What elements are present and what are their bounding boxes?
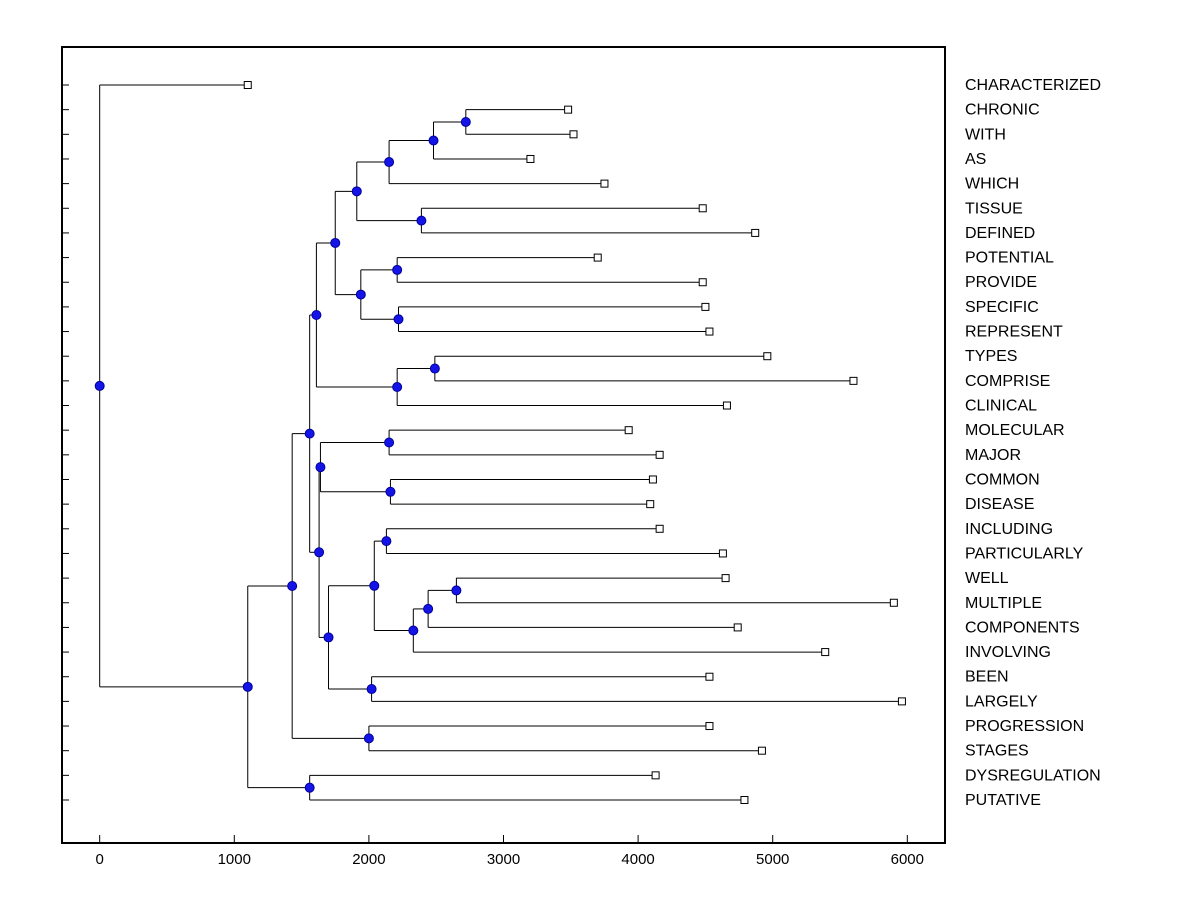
internal-node-marker xyxy=(381,536,392,547)
leaf-marker xyxy=(698,204,707,213)
leaf-label: WITH xyxy=(965,126,1006,143)
leaf-marker xyxy=(849,376,858,385)
internal-node-marker xyxy=(369,580,380,591)
leaf-marker xyxy=(889,598,898,607)
leaf-marker xyxy=(722,401,731,410)
internal-node-marker xyxy=(385,486,396,497)
internal-node-marker xyxy=(363,733,374,744)
leaf-label: CHRONIC xyxy=(965,102,1040,119)
leaf-label: COMPRISE xyxy=(965,373,1050,390)
leaf-label: DEFINED xyxy=(965,225,1035,242)
leaf-marker xyxy=(569,130,578,139)
x-tick-label: 5000 xyxy=(756,851,789,868)
internal-node-marker xyxy=(392,382,403,393)
x-tick-label: 1000 xyxy=(218,851,251,868)
internal-node-marker xyxy=(429,363,440,374)
leaf-marker xyxy=(897,697,906,706)
leaf-marker xyxy=(701,302,710,311)
leaf-marker xyxy=(705,672,714,681)
leaf-marker xyxy=(821,648,830,657)
leaf-label: COMMON xyxy=(965,471,1040,488)
internal-node-marker xyxy=(355,289,366,300)
x-tick-label: 6000 xyxy=(891,851,924,868)
internal-node-marker xyxy=(460,116,471,127)
internal-node-marker xyxy=(314,547,325,558)
leaf-marker xyxy=(721,574,730,583)
internal-node-marker xyxy=(330,237,341,248)
leaf-label: MOLECULAR xyxy=(965,422,1065,439)
internal-node-marker xyxy=(393,314,404,325)
internal-node-marker xyxy=(242,681,253,692)
axes-box xyxy=(61,46,946,844)
leaf-marker xyxy=(600,179,609,188)
internal-node-marker xyxy=(94,380,105,391)
leaf-label: PROGRESSION xyxy=(965,718,1084,735)
internal-node-marker xyxy=(408,625,419,636)
leaf-marker xyxy=(655,524,664,533)
internal-node-marker xyxy=(384,437,395,448)
x-tick-label: 0 xyxy=(96,851,104,868)
leaf-label: MULTIPLE xyxy=(965,595,1042,612)
leaf-marker xyxy=(593,253,602,262)
leaf-marker xyxy=(564,105,573,114)
internal-node-marker xyxy=(423,603,434,614)
internal-node-marker xyxy=(323,632,334,643)
leaf-label: SPECIFIC xyxy=(965,299,1039,316)
leaf-label: CHARACTERIZED xyxy=(965,77,1101,94)
leaf-marker xyxy=(757,746,766,755)
leaf-label: WELL xyxy=(965,570,1009,587)
leaf-marker xyxy=(648,475,657,484)
internal-node-marker xyxy=(392,264,403,275)
leaf-label: REPRESENT xyxy=(965,324,1063,341)
x-tick-label: 2000 xyxy=(352,851,385,868)
internal-node-marker xyxy=(311,309,322,320)
leaf-marker xyxy=(751,228,760,237)
leaf-marker xyxy=(718,549,727,558)
leaf-label: DYSREGULATION xyxy=(965,767,1101,784)
internal-node-marker xyxy=(384,157,395,168)
leaf-marker xyxy=(243,81,252,89)
internal-node-marker xyxy=(428,135,439,146)
x-tick-label: 3000 xyxy=(487,851,520,868)
leaf-marker xyxy=(624,426,633,435)
internal-node-marker xyxy=(304,782,315,793)
leaf-marker xyxy=(655,450,664,459)
leaf-label: DISEASE xyxy=(965,496,1034,513)
leaf-marker xyxy=(526,154,535,163)
internal-node-marker xyxy=(304,428,315,439)
leaf-marker xyxy=(733,623,742,632)
leaf-label: TISSUE xyxy=(965,200,1023,217)
internal-node-marker xyxy=(315,462,326,473)
leaf-marker xyxy=(705,722,714,731)
leaf-marker xyxy=(651,771,660,780)
leaf-marker xyxy=(646,500,655,509)
internal-node-marker xyxy=(287,581,298,592)
leaf-label: COMPONENTS xyxy=(965,619,1080,636)
internal-node-marker xyxy=(451,585,462,596)
leaf-marker xyxy=(763,352,772,361)
x-tick-label: 4000 xyxy=(621,851,654,868)
leaf-label: CLINICAL xyxy=(965,398,1037,415)
leaf-label: PUTATIVE xyxy=(965,792,1041,809)
leaf-label: PARTICULARLY xyxy=(965,545,1084,562)
leaf-label: WHICH xyxy=(965,176,1019,193)
leaf-label: TYPES xyxy=(965,348,1017,365)
leaf-marker xyxy=(740,796,749,804)
leaf-label: AS xyxy=(965,151,986,168)
leaf-label: LARGELY xyxy=(965,693,1038,710)
internal-node-marker xyxy=(416,215,427,226)
internal-node-marker xyxy=(351,186,362,197)
internal-node-marker xyxy=(366,684,377,695)
leaf-label: POTENTIAL xyxy=(965,250,1054,267)
leaf-marker xyxy=(698,278,707,287)
leaf-label: INCLUDING xyxy=(965,521,1053,538)
leaf-label: INVOLVING xyxy=(965,644,1051,661)
leaf-label: STAGES xyxy=(965,743,1029,760)
leaf-label: BEEN xyxy=(965,669,1009,686)
leaf-marker xyxy=(705,327,714,336)
leaf-label: PROVIDE xyxy=(965,274,1037,291)
leaf-label: MAJOR xyxy=(965,447,1021,464)
